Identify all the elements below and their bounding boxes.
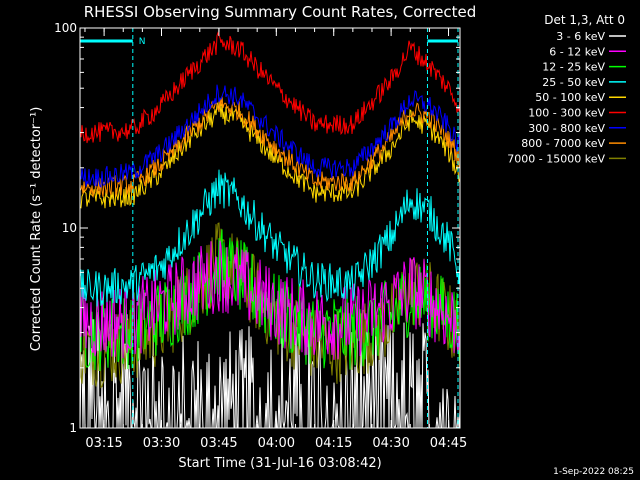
legend-title: Det 1,3, Att 0 <box>544 13 625 27</box>
legend-label: 300 - 800 keV <box>528 122 605 135</box>
y-tick-label: 100 <box>54 21 77 35</box>
series-line <box>80 31 460 144</box>
legend-label: 800 - 7000 keV <box>521 137 605 150</box>
x-tick-label: 03:15 <box>85 436 122 451</box>
series-layer <box>80 31 460 428</box>
legend-label: 6 - 12 keV <box>549 45 605 58</box>
x-tick-label: 04:30 <box>372 436 409 451</box>
axis-layer: 1 10 100 03:15 03:30 03:45 04:00 04:15 04:30 04:4… <box>54 21 467 451</box>
x-tick-label: 04:45 <box>430 436 467 451</box>
series-line <box>80 169 460 307</box>
series-800-7000-kev <box>80 96 460 198</box>
series-3-6-kev <box>80 311 460 428</box>
legend-label: 3 - 6 keV <box>556 30 605 43</box>
series-300-800-kev <box>80 84 460 189</box>
legend-label: 25 - 50 keV <box>542 76 605 89</box>
series-line <box>80 311 460 428</box>
legend-label: 12 - 25 keV <box>542 61 605 74</box>
series-line <box>80 84 460 189</box>
night-label: N <box>139 37 146 47</box>
series-100-300-kev <box>80 31 460 144</box>
x-tick-label: 03:30 <box>143 436 180 451</box>
legend-label: 50 - 100 keV <box>535 91 605 104</box>
x-tick-label: 03:45 <box>200 436 237 451</box>
x-tick-label: 04:00 <box>258 436 295 451</box>
series-25-50-kev <box>80 169 460 307</box>
legend-label: 100 - 300 keV <box>528 107 605 120</box>
y-tick-label: 10 <box>62 221 77 235</box>
chart-title: RHESSI Observing Summary Count Rates, Co… <box>84 3 477 21</box>
x-tick-label: 04:15 <box>315 436 352 451</box>
series-line <box>80 96 460 198</box>
legend: Det 1,3, Att 0 3 - 6 keV 6 - 12 keV 12 - 2… <box>507 13 626 165</box>
y-tick-label: 1 <box>69 421 77 435</box>
legend-label: 7000 - 15000 keV <box>507 152 605 165</box>
series-6-12-kev <box>80 240 460 360</box>
y-axis-label: Corrected Count Rate (s⁻¹ detector⁻¹) <box>29 107 44 352</box>
x-axis-label: Start Time (31-Jul-16 03:08:42) <box>178 456 381 471</box>
series-line <box>80 240 460 360</box>
footer-timestamp: 1-Sep-2022 08:25 <box>553 467 634 477</box>
